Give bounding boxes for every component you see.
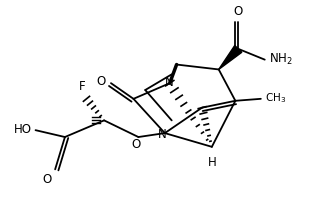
Text: NH$_2$: NH$_2$	[269, 52, 292, 67]
Text: O: O	[97, 75, 106, 88]
Text: CH$_3$: CH$_3$	[265, 91, 286, 105]
Text: F: F	[79, 80, 86, 93]
Text: H: H	[208, 156, 216, 169]
Text: O: O	[42, 173, 51, 186]
Text: O: O	[234, 5, 243, 18]
Text: O: O	[132, 138, 141, 151]
Text: N: N	[165, 76, 174, 89]
Text: N: N	[158, 128, 166, 140]
Text: HO: HO	[14, 123, 32, 136]
Polygon shape	[219, 46, 242, 69]
